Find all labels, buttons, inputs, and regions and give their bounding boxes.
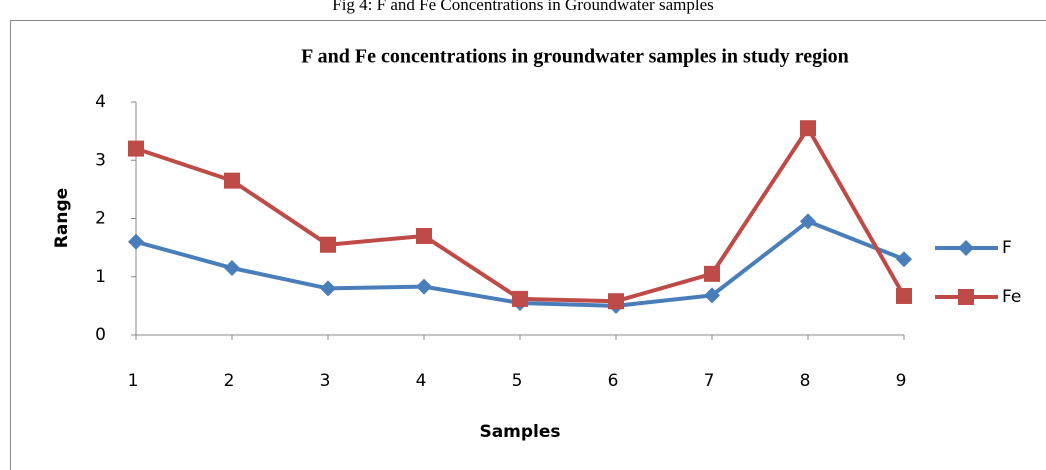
x-tick-label: 9 bbox=[896, 371, 907, 391]
chart-title: F and Fe concentrations in groundwater s… bbox=[301, 46, 849, 68]
y-tick-label: 4 bbox=[95, 92, 106, 112]
legend-marker bbox=[958, 289, 974, 305]
marker bbox=[416, 278, 432, 295]
x-tick-label: 7 bbox=[704, 371, 715, 391]
x-tick-label: 3 bbox=[320, 371, 331, 391]
legend-label: F bbox=[1002, 238, 1012, 258]
marker bbox=[512, 290, 528, 307]
y-tick-label: 0 bbox=[95, 325, 106, 345]
marker bbox=[800, 213, 816, 230]
marker bbox=[800, 120, 816, 137]
marker bbox=[896, 251, 912, 268]
x-axis-title: Samples bbox=[479, 422, 560, 442]
x-tick-label: 8 bbox=[800, 371, 811, 391]
marker bbox=[320, 236, 336, 253]
marker bbox=[704, 265, 720, 282]
y-axis-title: Range bbox=[52, 188, 72, 248]
marker bbox=[704, 287, 720, 304]
y-tick-label: 2 bbox=[95, 209, 106, 229]
marker bbox=[128, 140, 144, 157]
y-tick-label: 1 bbox=[95, 267, 106, 287]
x-tick-label: 5 bbox=[512, 371, 523, 391]
marker bbox=[128, 233, 144, 250]
x-tick-label: 6 bbox=[608, 371, 619, 391]
marker bbox=[896, 287, 912, 304]
chart-border bbox=[10, 20, 1046, 470]
caption: Fig 4: F and Fe Concentrations in Ground… bbox=[332, 0, 714, 14]
x-tick-label: 2 bbox=[224, 371, 235, 391]
y-tick-label: 3 bbox=[95, 150, 106, 170]
marker bbox=[320, 280, 336, 297]
marker bbox=[608, 293, 624, 310]
marker bbox=[416, 227, 432, 244]
legend-marker bbox=[958, 240, 974, 256]
x-tick-label: 4 bbox=[416, 371, 427, 391]
legend-label: Fe bbox=[1002, 287, 1021, 307]
marker bbox=[224, 172, 240, 189]
x-tick-label: 1 bbox=[128, 371, 139, 391]
marker bbox=[224, 260, 240, 277]
